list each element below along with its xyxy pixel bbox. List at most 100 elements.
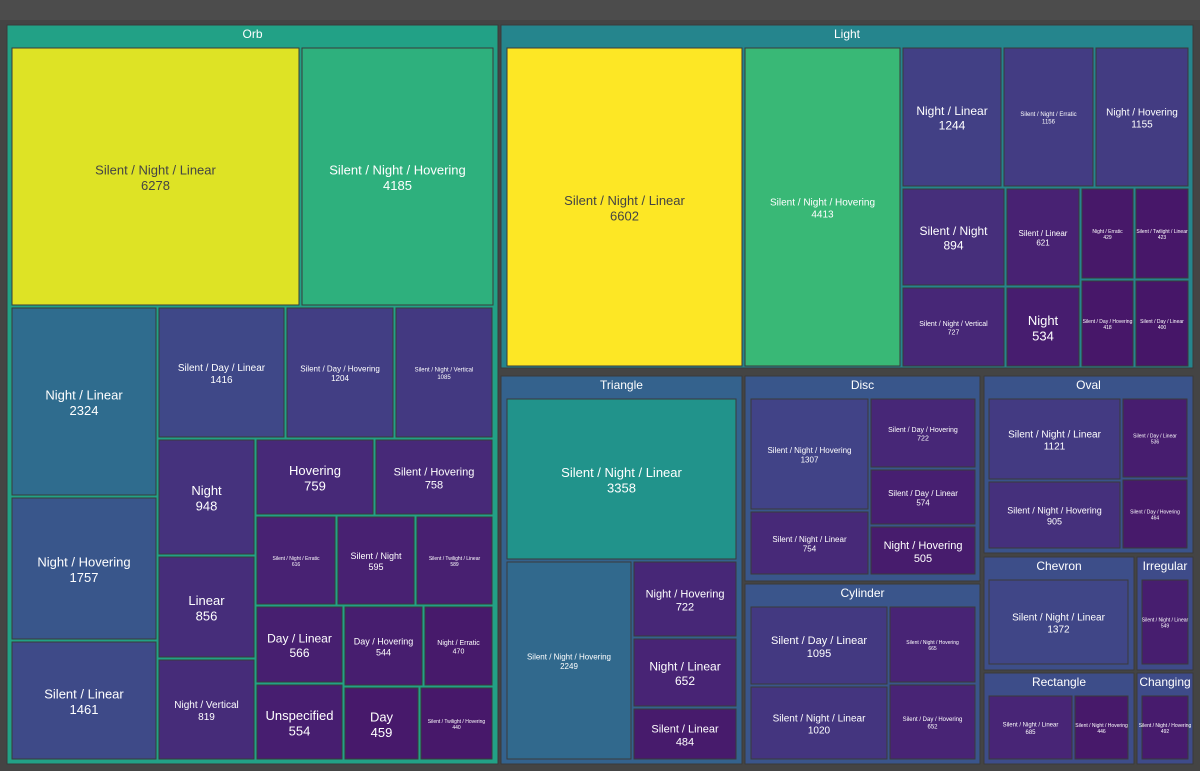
tile-value: 1307 <box>801 455 819 464</box>
tile-orb-silent-night-erratic[interactable] <box>256 516 336 605</box>
tile-orb-day-hovering[interactable] <box>344 606 423 686</box>
tile-triangle-night-linear[interactable] <box>633 638 737 707</box>
tile-value: 616 <box>292 562 301 568</box>
tile-value: 1085 <box>437 375 451 381</box>
tile-cylinder-silent-night-hovering[interactable] <box>889 606 976 683</box>
group-triangle-label: Triangle <box>600 378 643 392</box>
tile-light-silent-night-linear[interactable] <box>506 47 743 367</box>
tile-orb-silent-night-vertical[interactable] <box>395 307 493 438</box>
tile-value: 429 <box>1103 235 1112 241</box>
tile-cylinder-silent-night-linear[interactable] <box>750 686 888 760</box>
tile-orb-silent-day-hovering[interactable] <box>286 307 394 438</box>
tile-light-silent-night-erratic[interactable] <box>1003 47 1094 187</box>
tile-label: Silent / Night / Erratic <box>1020 112 1076 118</box>
tile-light-silent-night-hovering[interactable] <box>744 47 901 367</box>
tile-label: Silent / Night / Linear <box>773 714 866 725</box>
tile-label: Silent / Night <box>350 551 402 561</box>
tile-triangle-silent-night-hovering[interactable] <box>506 561 632 760</box>
tile-orb-silent-hovering[interactable] <box>375 439 493 515</box>
tile-label: Silent / Twilight / Linear <box>1136 229 1188 235</box>
tile-orb-silent-night-hovering[interactable] <box>301 47 494 306</box>
tile-label: Night / Hovering <box>1106 108 1178 119</box>
tile-light-night-linear[interactable] <box>902 47 1002 187</box>
tile-light-silent-twilight-linear[interactable] <box>1135 188 1189 279</box>
tile-orb-night-hovering[interactable] <box>11 497 157 640</box>
tile-value: 685 <box>1025 730 1036 736</box>
tile-light-silent-day-linear[interactable] <box>1135 280 1189 367</box>
tile-value: 4185 <box>383 178 412 193</box>
tile-rectangle-silent-night-hovering[interactable] <box>1074 695 1129 760</box>
tile-light-silent-day-hovering[interactable] <box>1081 280 1134 367</box>
tile-value: 6602 <box>610 209 639 224</box>
tile-light-night-hovering[interactable] <box>1095 47 1189 187</box>
tile-orb-silent-twilight-linear[interactable] <box>416 516 493 605</box>
tile-orb-linear[interactable] <box>158 556 255 658</box>
tile-value: 464 <box>1151 515 1160 521</box>
tile-label: Silent / Night / Linear <box>1008 430 1101 441</box>
tile-irregular-silent-night-linear[interactable] <box>1141 579 1189 665</box>
tile-orb-silent-day-linear[interactable] <box>158 307 285 438</box>
tile-orb-silent-night-linear[interactable] <box>11 47 300 306</box>
tile-triangle-silent-night-linear[interactable] <box>506 398 737 560</box>
tile-orb-day-linear[interactable] <box>256 606 343 683</box>
tile-orb-night-linear[interactable] <box>11 307 157 496</box>
tile-label: Night / Linear <box>45 388 123 403</box>
tile-label: Silent / Day / Hovering <box>1083 319 1133 325</box>
tile-label: Silent / Night / Vertical <box>919 321 988 328</box>
tile-orb-silent-night[interactable] <box>337 516 415 605</box>
tile-chevron-silent-night-linear[interactable] <box>988 579 1129 665</box>
tile-orb-night[interactable] <box>158 439 255 555</box>
tile-disc-silent-night-hovering[interactable] <box>750 398 869 510</box>
tile-rectangle-silent-night-linear[interactable] <box>988 695 1073 760</box>
tile-label: Silent / Night / Vertical <box>415 368 474 374</box>
tile-changing-silent-night-hovering[interactable] <box>1141 695 1189 760</box>
tile-oval-silent-day-linear[interactable] <box>1122 398 1188 478</box>
tile-triangle-silent-linear[interactable] <box>633 708 737 760</box>
tile-light-night[interactable] <box>1006 287 1080 367</box>
tile-value: 534 <box>1032 329 1054 344</box>
tile-oval-silent-night-linear[interactable] <box>988 398 1121 480</box>
tile-label: Silent / Night / Hovering <box>527 652 611 661</box>
tile-orb-silent-twilight-hovering[interactable] <box>420 687 493 760</box>
tile-cylinder-silent-day-hovering[interactable] <box>889 684 976 760</box>
tile-orb-silent-linear[interactable] <box>11 641 157 760</box>
tile-disc-silent-night-linear[interactable] <box>750 511 869 575</box>
tile-disc-silent-day-hovering[interactable] <box>870 398 976 468</box>
tile-disc-night-hovering[interactable] <box>870 526 976 575</box>
tile-label: Night / Linear <box>649 660 720 674</box>
tile-value: 589 <box>450 562 459 568</box>
tile-value: 595 <box>368 562 383 572</box>
tile-value: 948 <box>196 499 218 514</box>
tile-label: Silent / Day / Linear <box>1133 433 1177 439</box>
tile-light-silent-night[interactable] <box>902 188 1005 286</box>
tile-value: 1155 <box>1131 120 1153 131</box>
tile-cylinder-silent-day-linear[interactable] <box>750 606 888 685</box>
tile-label: Silent / Night / Hovering <box>906 640 959 646</box>
tile-orb-night-vertical[interactable] <box>158 659 255 760</box>
tile-orb-unspecified[interactable] <box>256 684 343 760</box>
tile-label: Night <box>191 483 222 498</box>
tile-light-silent-linear[interactable] <box>1006 188 1080 286</box>
tile-value: 423 <box>1158 235 1167 241</box>
tile-label: Silent / Night / Erratic <box>273 556 320 562</box>
tile-value: 446 <box>1097 729 1106 735</box>
tile-label: Night <box>1028 313 1059 328</box>
tile-light-night-erratic[interactable] <box>1081 188 1134 279</box>
tile-orb-hovering[interactable] <box>256 439 374 515</box>
tile-value: 484 <box>676 737 694 749</box>
tile-disc-silent-day-linear[interactable] <box>870 469 976 525</box>
tile-value: 1461 <box>70 702 99 717</box>
tile-label: Silent / Day / Linear <box>178 363 266 374</box>
group-chevron-label: Chevron <box>1036 559 1081 573</box>
tile-label: Silent / Night / Hovering <box>770 198 875 209</box>
tile-label: Night / Erratic <box>1092 229 1123 235</box>
tile-oval-silent-day-hovering[interactable] <box>1122 479 1188 549</box>
tile-triangle-night-hovering[interactable] <box>633 561 737 637</box>
tile-orb-day[interactable] <box>344 687 419 760</box>
tile-orb-night-erratic[interactable] <box>424 606 493 686</box>
tile-light-silent-night-vertical[interactable] <box>902 287 1005 367</box>
group-light-label: Light <box>834 27 861 41</box>
tile-oval-silent-night-hovering[interactable] <box>988 481 1121 549</box>
